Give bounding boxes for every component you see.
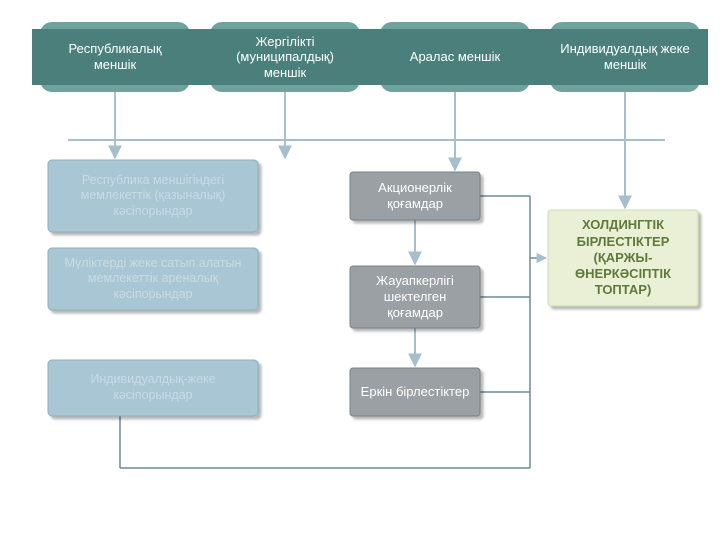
top-tab-1: Жергілікті (муниципалдық) меншік [210, 22, 360, 92]
left-box-0: Республика меншігіндегі мемлекеттік (қаз… [48, 160, 258, 232]
mid-box-2: Еркін бірлестіктер [350, 368, 480, 416]
holding-box: ХОЛДИНГТІК БІРЛЕСТІКТЕР (ҚАРЖЫ-ӨНЕРКӘСІП… [548, 210, 698, 306]
top-tab-2: Аралас меншік [380, 22, 530, 92]
mid-box-1: Жауапкерлігі шектелген қоғамдар [350, 266, 480, 328]
left-box-1: Мүліктерді жеке сатып алатын мемлекеттік… [48, 248, 258, 310]
top-tab-3: Индивидуалдық жеке меншік [550, 22, 700, 92]
left-box-2: Индивидуалдық-жеке кәсіпорындар [48, 360, 258, 416]
top-tab-0: Республикалық меншік [40, 22, 190, 92]
diagram-stage: Республикалық меншік Жергілікті (муниципа… [0, 0, 720, 540]
mid-box-0: Акционерлік қоғамдар [350, 172, 480, 220]
